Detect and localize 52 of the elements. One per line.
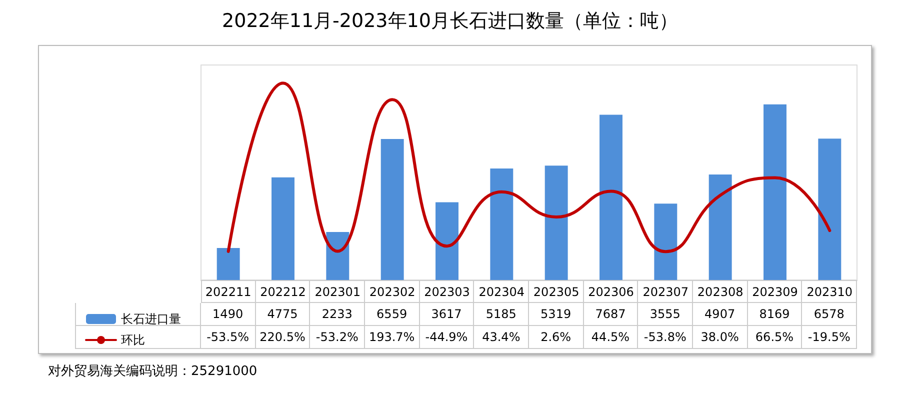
text: 对外贸易海关编码说明：25291000 — [48, 363, 258, 380]
data-label: 2.6% — [529, 326, 584, 349]
data-label: -53.5% — [201, 326, 256, 349]
bar — [272, 177, 294, 280]
x-tick-label: 202304 — [478, 285, 525, 299]
x-tick-label: 202211 — [205, 285, 252, 299]
x-tick-label: 202212 — [260, 285, 306, 299]
data-label: 43.4% — [474, 326, 529, 349]
chart-title: 2022年11月-2023年10月长石进口数量（单位：吨） — [221, 9, 679, 34]
data-label: 6578 — [802, 303, 857, 326]
bar — [490, 168, 514, 280]
x-tick-label: 202305 — [533, 285, 580, 299]
bar — [708, 174, 732, 280]
bar — [544, 166, 568, 280]
data-label: -44.9% — [420, 326, 474, 349]
x-tick-label: 202310 — [806, 285, 853, 299]
legend-label: 环比 — [121, 333, 145, 347]
bar — [436, 202, 458, 280]
data-label: 4907 — [693, 303, 748, 326]
x-tick-label: 202303 — [424, 285, 470, 299]
bar — [764, 104, 786, 280]
data-label: 193.7% — [365, 326, 420, 349]
x-tick-label: 202306 — [588, 285, 634, 299]
data-label: 3617 — [420, 303, 474, 326]
data-label: 2233 — [310, 303, 365, 326]
data-label: 3555 — [638, 303, 693, 326]
x-tick-label: 202301 — [314, 285, 361, 299]
data-label: -19.5% — [802, 326, 857, 349]
data-label: 7687 — [584, 303, 638, 326]
data-label: 5185 — [474, 303, 529, 326]
data-label: 44.5% — [584, 326, 638, 349]
bar — [326, 232, 350, 280]
data-label: 220.5% — [256, 326, 310, 349]
data-label: 8169 — [748, 303, 802, 326]
bar — [216, 248, 240, 280]
x-tick-label: 202302 — [369, 285, 416, 299]
bar — [600, 114, 622, 280]
bar — [818, 138, 842, 280]
data-label: 4775 — [256, 303, 310, 326]
bar — [380, 138, 404, 280]
data-label: 6559 — [365, 303, 420, 326]
x-tick-label: 202308 — [697, 285, 744, 299]
data-label: 1490 — [201, 303, 256, 326]
data-label: -53.2% — [310, 326, 365, 349]
data-label: 66.5% — [748, 326, 802, 349]
data-label: 5319 — [529, 303, 584, 326]
data-label: 38.0% — [693, 326, 748, 349]
x-tick-label: 202309 — [752, 285, 798, 299]
data-label: -53.8% — [638, 326, 693, 349]
bar — [654, 204, 678, 280]
legend-label: 长石进口量 — [121, 312, 181, 326]
x-tick-label: 202307 — [642, 285, 689, 299]
